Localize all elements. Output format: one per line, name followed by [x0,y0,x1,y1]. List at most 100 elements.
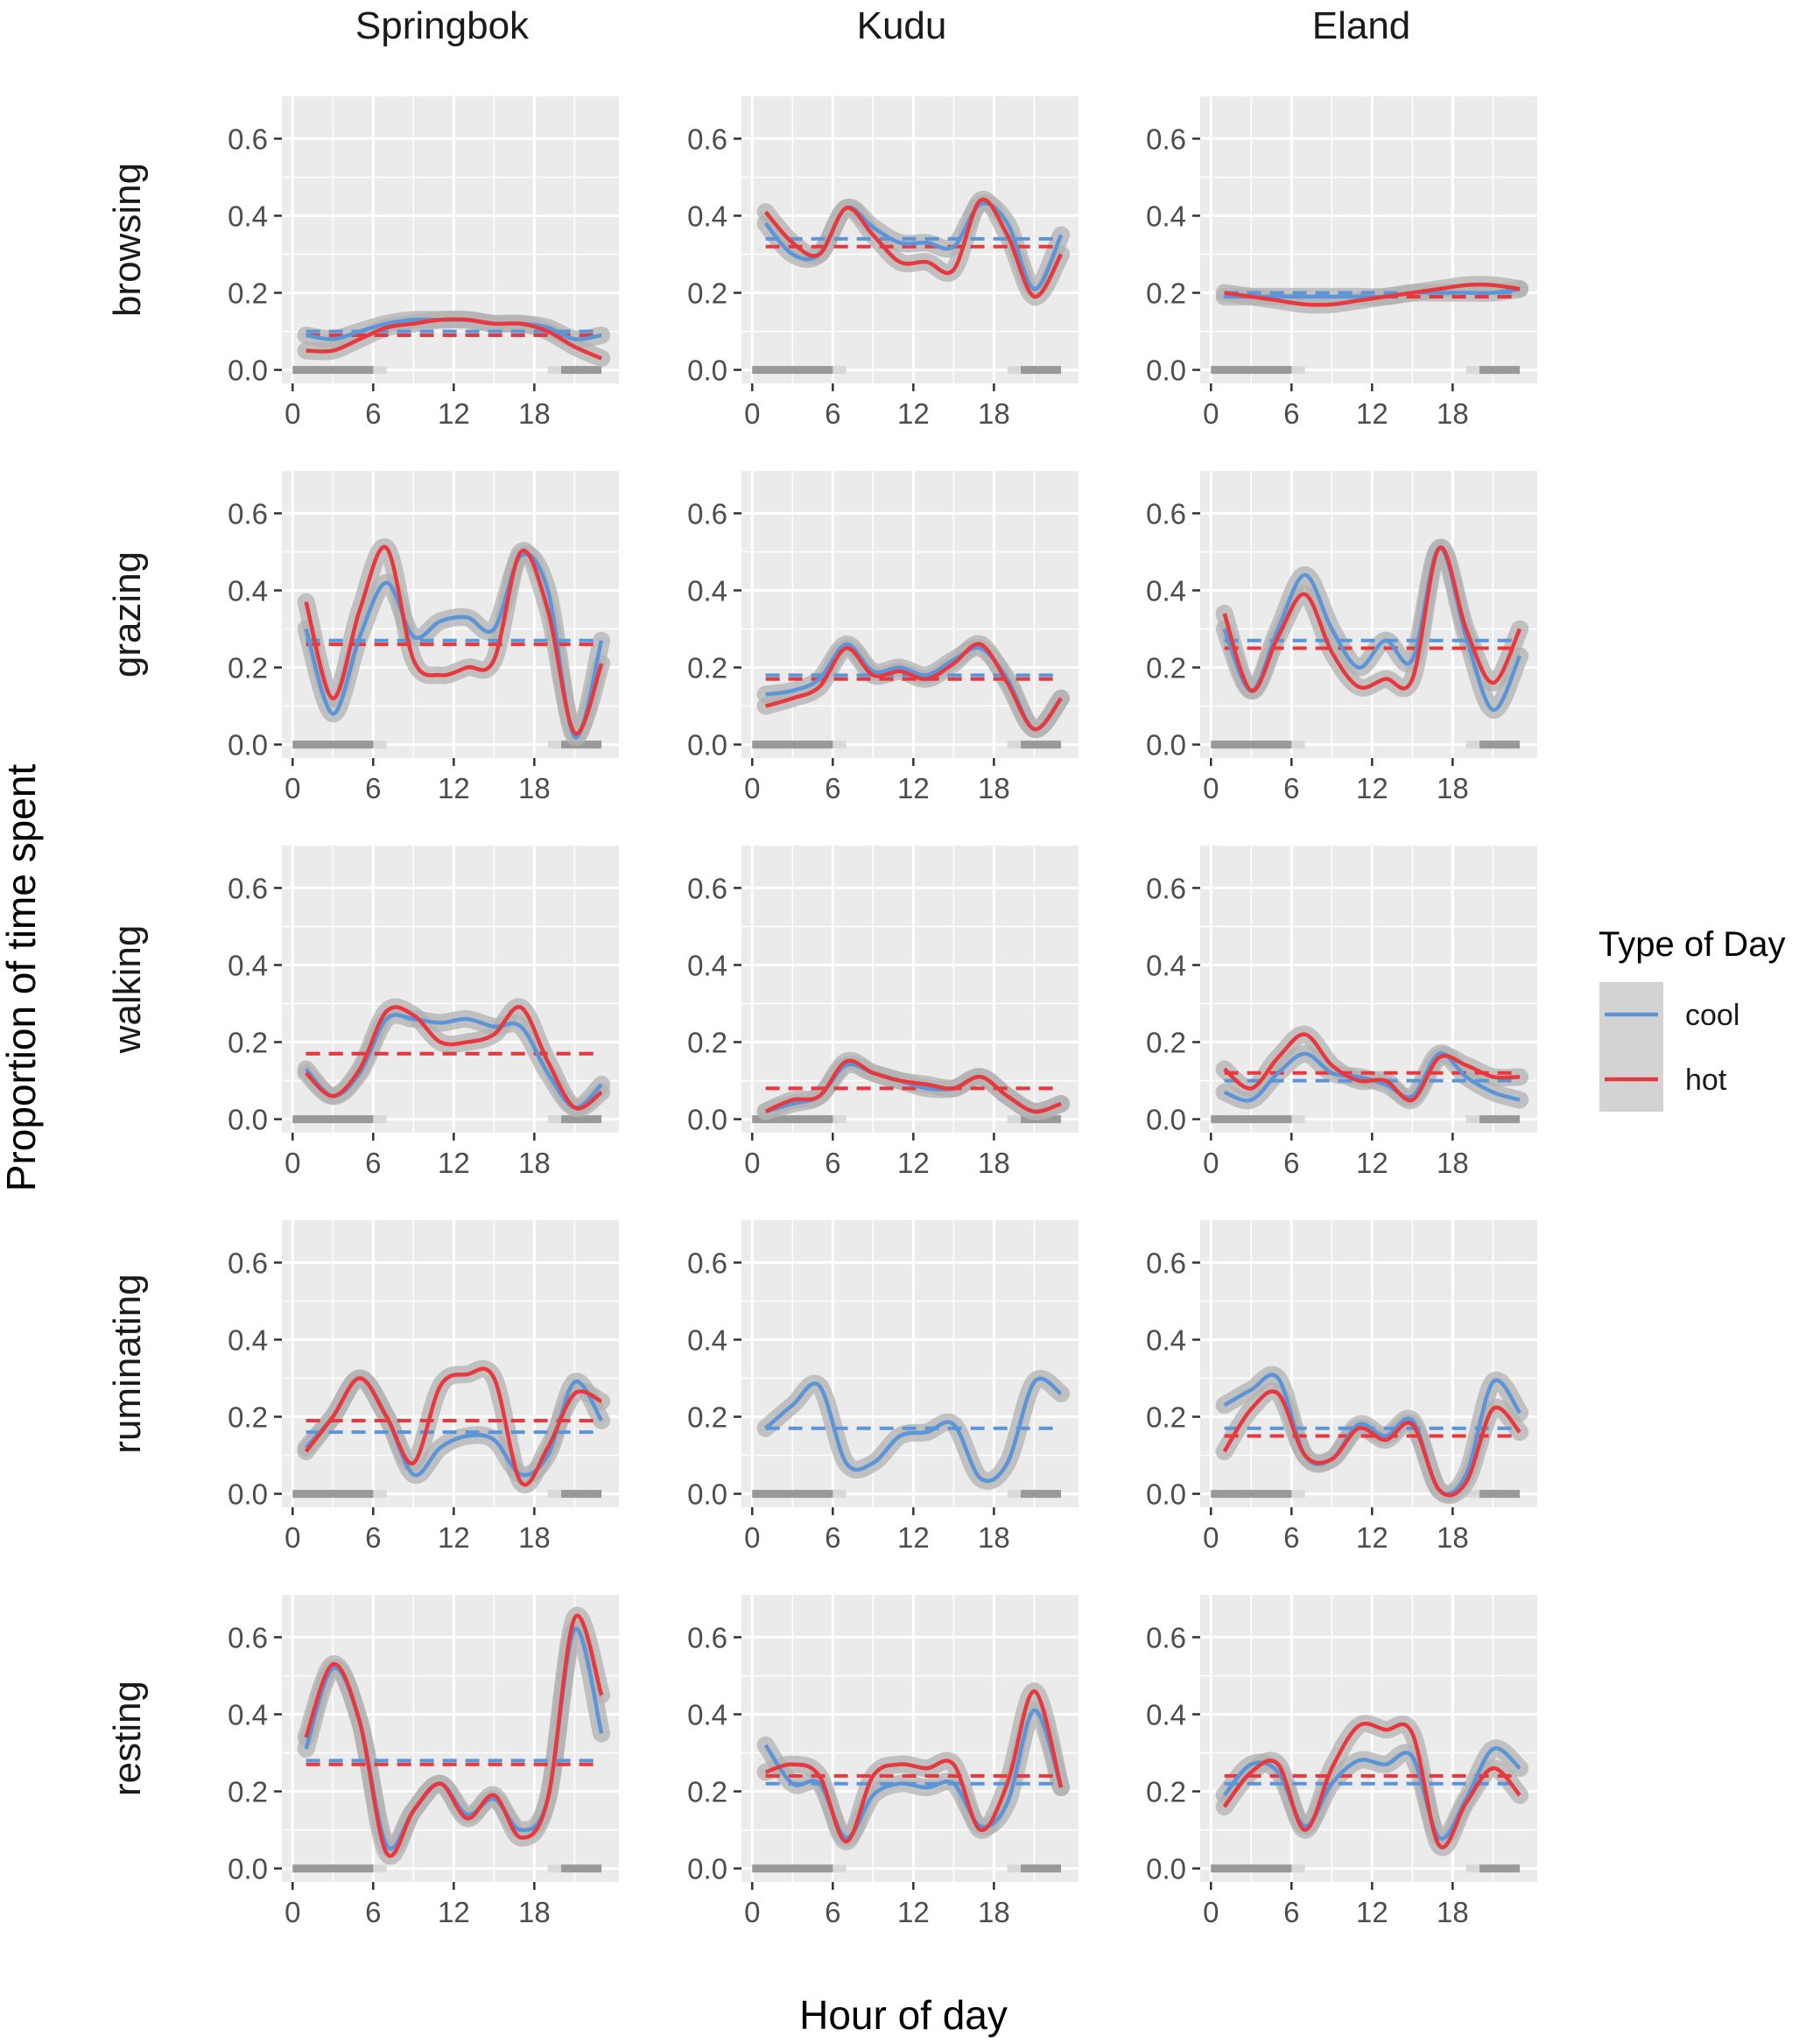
y-tick-label: 0.6 [228,497,268,530]
row-header-walking: walking [106,925,149,1055]
x-tick-label: 18 [1437,397,1469,430]
y-tick-label: 0.4 [1146,200,1186,232]
trend-line-cool [764,1376,1063,1484]
y-tick-label: 0.0 [687,1104,727,1136]
y-tick-label: 0.4 [687,1323,727,1356]
trend-line-hot [1223,1032,1521,1103]
panels-layer: 0.00.20.40.60 6 12 180.00.20.40.60 6 12 180.00… [228,96,1537,1928]
x-tick-label: 12 [1356,772,1388,804]
x-tick-label: 18 [1437,1147,1469,1179]
y-tick-label: 0.2 [687,1401,727,1434]
x-tick-label: 0 [1203,1147,1219,1179]
panel-background [282,1220,619,1507]
panel-kudu-ruminating: 0.0 0.2 0.4 0.6 0 6 12 18 [687,1220,1079,1554]
panel-kudu-browsing: 0.0 0.2 0.4 0.6 0 6 12 18 [687,96,1079,430]
y-tick-label: 0.0 [1146,1853,1186,1885]
y-tick-label: 0.4 [1146,1698,1186,1731]
x-tick-label: 0 [744,397,760,430]
y-tick-label: 0.6 [687,1246,727,1279]
y-tick-label: 0.2 [1146,277,1186,310]
x-tick-label: 0 [744,1896,760,1928]
panel-background [741,1220,1079,1507]
panel-kudu-resting: 0.0 0.2 0.4 0.6 0 6 12 18 [687,1595,1079,1928]
column-header-springbok: Springbok [355,4,530,47]
x-tick-label: 18 [978,397,1010,430]
x-tick-label: 6 [365,397,381,430]
y-tick-label: 0.2 [228,652,268,685]
y-tick-label: 0.0 [1146,1104,1186,1136]
y-tick-label: 0.4 [228,1323,268,1356]
column-headers: Springbok Kudu Eland [355,4,1410,47]
trend-line-cool [763,1708,1064,1840]
row-header-resting: resting [106,1681,149,1796]
x-tick-label: 6 [825,397,840,430]
y-tick-label: 0.6 [687,497,727,530]
trend-line-hot [304,1613,604,1858]
panel-springbok-grazing: 0.0 0.2 0.4 0.6 0 6 12 18 [228,471,619,804]
trend-line-cool [1223,1373,1521,1496]
y-tick-label: 0.6 [687,1621,727,1653]
x-tick-label: 6 [365,1521,381,1554]
y-tick-label: 0.6 [1146,497,1186,530]
x-tick-label: 12 [897,1521,930,1554]
row-header-ruminating: ruminating [106,1274,149,1453]
x-tick-label: 6 [1283,772,1299,804]
panel-eland-ruminating: 0.0 0.2 0.4 0.6 0 6 12 18 [1146,1220,1537,1554]
y-tick-label: 0.2 [228,277,268,310]
panel-background [1200,1595,1537,1882]
x-tick-label: 18 [518,1896,551,1928]
x-tick-label: 18 [1437,1896,1469,1928]
y-tick-label: 0.4 [228,949,268,981]
y-tick-label: 0.0 [687,729,727,762]
x-tick-label: 18 [978,1896,1010,1928]
y-tick-label: 0.4 [228,200,268,232]
y-tick-label: 0.2 [687,1776,727,1808]
x-tick-label: 18 [1437,772,1469,804]
x-tick-label: 18 [518,397,551,430]
y-tick-label: 0.2 [228,1027,268,1059]
x-tick-label: 6 [365,1147,381,1179]
panel-eland-browsing: 0.0 0.2 0.4 0.6 0 6 12 18 [1146,96,1537,430]
y-tick-label: 0.4 [687,200,727,232]
x-tick-label: 0 [285,1147,300,1179]
y-tick-label: 0.0 [228,1853,268,1885]
y-tick-label: 0.4 [228,574,268,607]
y-tick-label: 0.0 [228,1478,268,1511]
x-tick-label: 6 [825,1521,840,1554]
column-header-eland: Eland [1312,4,1411,47]
x-tick-label: 0 [285,1896,300,1928]
x-tick-label: 12 [438,1896,470,1928]
y-tick-label: 0.6 [228,872,268,904]
panel-kudu-walking: 0.0 0.2 0.4 0.6 0 6 12 18 [687,846,1079,1179]
y-tick-label: 0.2 [228,1776,268,1808]
x-tick-label: 0 [285,1521,300,1554]
panel-springbok-walking: 0.0 0.2 0.4 0.6 0 6 12 18 [228,846,619,1179]
panel-springbok-resting: 0.0 0.2 0.4 0.6 0 6 12 18 [228,1595,619,1928]
trend-line-hot [305,1005,603,1111]
trend-line-hot [1224,282,1521,307]
y-tick-label: 0.4 [687,949,727,981]
x-tick-label: 18 [518,772,551,804]
x-tick-label: 18 [978,1147,1010,1179]
legend-label-hot: hot [1685,1064,1727,1097]
trend-line-hot [764,642,1063,732]
panel-eland-grazing: 0.0 0.2 0.4 0.6 0 6 12 18 [1146,471,1537,804]
x-tick-label: 6 [825,1896,840,1928]
y-tick-label: 0.2 [687,1027,727,1059]
x-tick-label: 6 [365,772,381,804]
trend-line-cool [304,1013,603,1110]
y-tick-label: 0.0 [228,729,268,762]
trend-line-hot [1222,1389,1521,1498]
x-tick-label: 0 [744,1521,760,1554]
x-tick-label: 0 [1203,1521,1219,1554]
x-tick-label: 0 [744,772,760,804]
y-tick-label: 0.0 [1146,355,1186,387]
panel-eland-walking: 0.0 0.2 0.4 0.6 0 6 12 18 [1146,846,1537,1179]
column-header-kudu: Kudu [857,4,947,47]
panel-background [1200,471,1537,758]
row-header-browsing: browsing [106,163,149,317]
x-tick-label: 0 [285,772,300,804]
row-header-grazing: grazing [106,551,149,677]
x-tick-label: 12 [897,772,930,804]
